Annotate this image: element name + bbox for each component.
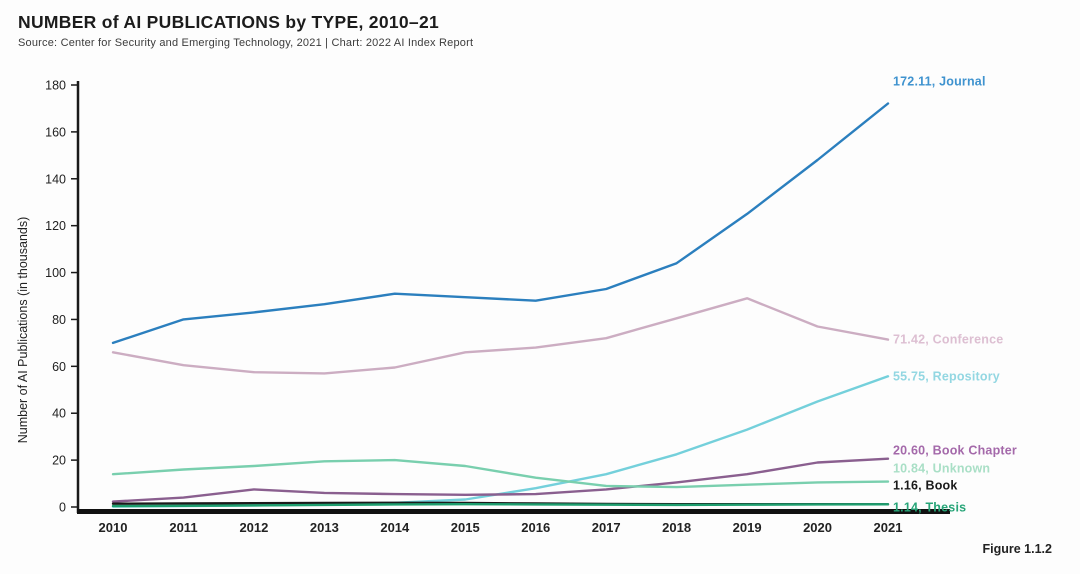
y-tick-label: 0 xyxy=(59,501,66,515)
series-line-thesis xyxy=(111,503,890,508)
y-tick-label: 80 xyxy=(52,313,66,327)
chart-header: NUMBER of AI PUBLICATIONS by TYPE, 2010–… xyxy=(18,12,473,49)
x-tick-label: 2013 xyxy=(310,520,339,535)
series-end-label-journal: 172.11, Journal xyxy=(893,74,986,88)
chart-source-line: Source: Center for Security and Emerging… xyxy=(18,37,474,49)
x-tick-label: 2020 xyxy=(803,520,832,535)
series-line-repository xyxy=(111,375,890,508)
x-tick-label: 2012 xyxy=(239,520,268,535)
series-end-label-book-chapter: 20.60, Book Chapter xyxy=(893,444,1017,458)
x-tick-label: 2015 xyxy=(451,520,480,535)
x-tick-label: 2018 xyxy=(662,520,691,535)
y-tick-label: 100 xyxy=(45,266,66,280)
series-end-label-repository: 55.75, Repository xyxy=(893,369,1000,383)
series-line-conference xyxy=(111,297,890,375)
x-tick-label: 2014 xyxy=(380,520,410,535)
x-tick-label: 2017 xyxy=(592,520,621,535)
y-tick-label: 140 xyxy=(45,172,66,186)
y-tick-label: 180 xyxy=(45,79,66,93)
x-tick-label: 2011 xyxy=(169,520,197,535)
y-tick-label: 40 xyxy=(52,407,66,421)
x-tick-label: 2019 xyxy=(733,520,762,535)
series-end-label-conference: 71.42, Conference xyxy=(893,333,1003,347)
chart-title: NUMBER of AI PUBLICATIONS by TYPE, 2010–… xyxy=(18,12,440,32)
y-axis-title: Number of AI Publications (in thousands) xyxy=(16,217,30,444)
series-line-unknown xyxy=(111,458,890,489)
y-tick-label: 60 xyxy=(52,360,66,374)
x-tick-label: 2010 xyxy=(99,520,128,535)
y-tick-label: 20 xyxy=(52,454,66,468)
figure-number-label: Figure 1.1.2 xyxy=(982,542,1052,556)
series-end-label-thesis: 1.14, Thesis xyxy=(893,500,966,514)
x-tick-label: 2016 xyxy=(521,520,550,535)
series-line-journal xyxy=(111,102,890,345)
x-tick-label: 2021 xyxy=(874,520,903,535)
y-tick-label: 160 xyxy=(45,125,66,139)
y-tick-label: 120 xyxy=(45,219,66,233)
series-end-label-book: 1.16, Book xyxy=(893,478,958,492)
series-line-book-chapter xyxy=(111,457,890,503)
series-end-label-unknown: 10.84, Unknown xyxy=(893,462,990,476)
